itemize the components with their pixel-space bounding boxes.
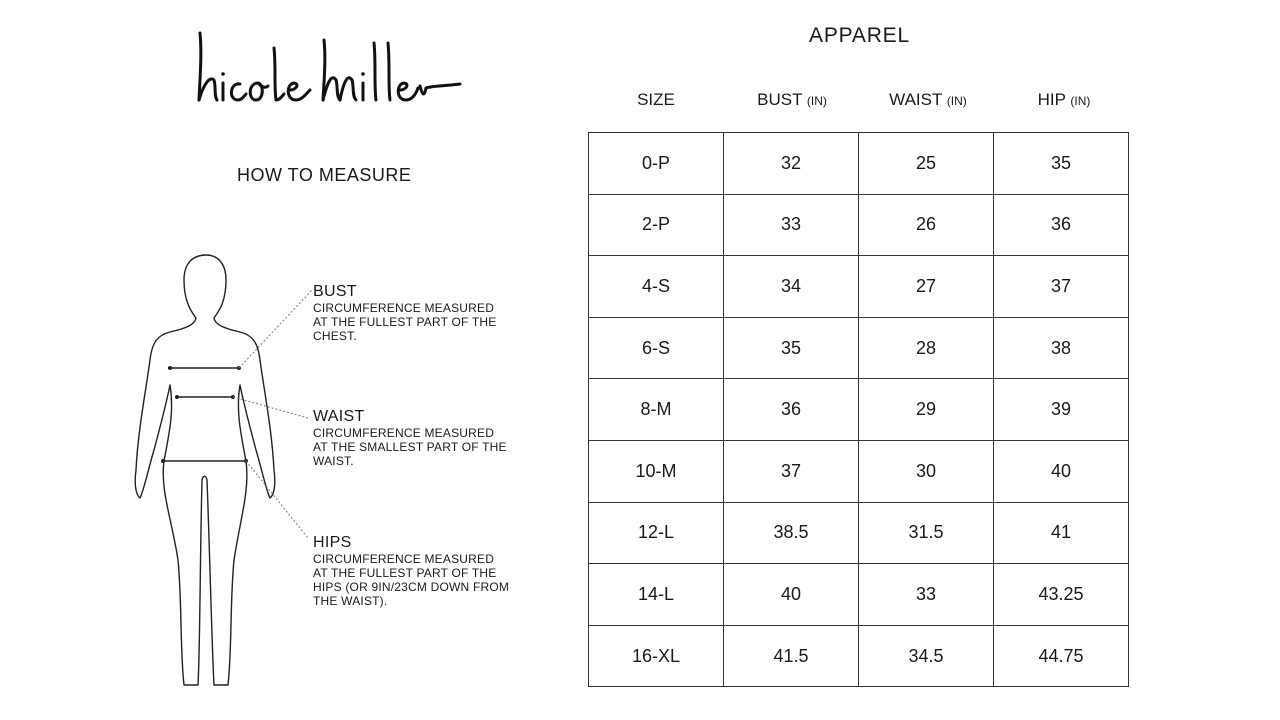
table-cell: 30: [858, 439, 994, 503]
table-row: 10-M 37 30 40: [588, 439, 1129, 503]
table-cell: 33: [723, 193, 859, 257]
waist-label: WAIST: [313, 408, 365, 425]
size-chart-table: 0-P 32 25 35 2-P 33 26 36 4-S 34 27 37 6-S 35 28 38 8-M 3…: [588, 132, 1129, 688]
hips-desc-line: HIPS (OR 9IN/23CM DOWN FROM: [313, 580, 510, 594]
table-cell: 26: [858, 193, 994, 257]
table-cell: 41: [993, 501, 1129, 565]
column-header-bust: BUST (IN): [724, 90, 860, 110]
how-to-measure-title: HOW TO MEASURE: [237, 165, 412, 185]
bust-desc-line: CIRCUMFERENCE MEASURED: [313, 301, 495, 315]
table-cell: 6-S: [588, 316, 724, 380]
table-cell: 37: [993, 255, 1129, 318]
waist-instructions: WAIST CIRCUMFERENCE MEASURED AT THE SMAL…: [313, 408, 553, 468]
table-cell: 12-L: [588, 501, 724, 565]
header-label: BUST: [757, 90, 803, 109]
table-cell: 41.5: [723, 624, 859, 688]
nicole-miller-logo: [197, 31, 462, 102]
table-cell: 25: [858, 132, 994, 195]
table-row: 4-S 34 27 37: [588, 255, 1129, 318]
table-cell: 35: [723, 316, 859, 380]
table-cell: 33: [858, 563, 994, 626]
body-figure-illustration: [134, 254, 313, 686]
header-unit: (IN): [946, 94, 967, 108]
table-cell: 27: [858, 255, 994, 318]
header-label: WAIST: [889, 90, 943, 109]
waist-desc-line: CIRCUMFERENCE MEASURED: [313, 426, 495, 440]
table-cell: 40: [723, 563, 859, 626]
table-cell: 38.5: [723, 501, 859, 565]
header-label: HIP: [1037, 90, 1066, 109]
table-cell: 36: [723, 378, 859, 441]
hips-desc-line: AT THE FULLEST PART OF THE: [313, 566, 497, 580]
table-cell: 36: [993, 193, 1129, 257]
table-row: 2-P 33 26 36: [588, 193, 1129, 257]
table-cell: 34: [723, 255, 859, 318]
table-row: 12-L 38.5 31.5 41: [588, 501, 1129, 565]
table-row: 6-S 35 28 38: [588, 316, 1129, 380]
hips-desc-line: THE WAIST).: [313, 594, 388, 608]
table-cell: 31.5: [858, 501, 994, 565]
hips-label: HIPS: [313, 534, 352, 551]
table-cell: 35: [993, 132, 1129, 195]
table-cell: 14-L: [588, 563, 724, 626]
bust-label: BUST: [313, 283, 357, 300]
table-cell: 28: [858, 316, 994, 380]
table-row: 8-M 36 29 39: [588, 378, 1129, 441]
hips-instructions: HIPS CIRCUMFERENCE MEASURED AT THE FULLE…: [313, 534, 553, 608]
table-cell: 8-M: [588, 378, 724, 441]
table-cell: 34.5: [858, 624, 994, 688]
table-cell: 38: [993, 316, 1129, 380]
table-cell: 44.75: [993, 624, 1129, 688]
column-header-size: SIZE: [588, 90, 724, 110]
table-cell: 10-M: [588, 439, 724, 503]
table-cell: 43.25: [993, 563, 1129, 626]
hip-leader: [245, 460, 309, 539]
table-row: 16-XL 41.5 34.5 44.75: [588, 624, 1129, 688]
table-cell: 37: [723, 439, 859, 503]
column-header-waist: WAIST (IN): [860, 90, 996, 110]
table-cell: 39: [993, 378, 1129, 441]
table-cell: 4-S: [588, 255, 724, 318]
head-outline: [134, 254, 276, 686]
header-label: SIZE: [637, 90, 675, 109]
bust-desc-line: AT THE FULLEST PART OF THE: [313, 315, 497, 329]
table-cell: 32: [723, 132, 859, 195]
waist-desc-line: AT THE SMALLEST PART OF THE: [313, 440, 507, 454]
size-chart-title: APPAREL: [809, 24, 910, 47]
table-cell: 16-XL: [588, 624, 724, 688]
bust-leader: [238, 289, 313, 369]
bust-desc-line: CHEST.: [313, 329, 357, 343]
table-cell: 0-P: [588, 132, 724, 195]
table-row: 0-P 32 25 35: [588, 132, 1129, 195]
bust-instructions: BUST CIRCUMFERENCE MEASURED AT THE FULLE…: [313, 283, 553, 343]
hips-desc-line: CIRCUMFERENCE MEASURED: [313, 552, 495, 566]
table-cell: 29: [858, 378, 994, 441]
column-header-hip: HIP (IN): [996, 90, 1132, 110]
table-cell: 2-P: [588, 193, 724, 257]
waist-leader: [232, 396, 309, 419]
waist-desc-line: WAIST.: [313, 454, 354, 468]
header-unit: (IN): [806, 94, 827, 108]
table-row: 14-L 40 33 43.25: [588, 563, 1129, 626]
header-unit: (IN): [1070, 94, 1091, 108]
table-cell: 40: [993, 439, 1129, 503]
